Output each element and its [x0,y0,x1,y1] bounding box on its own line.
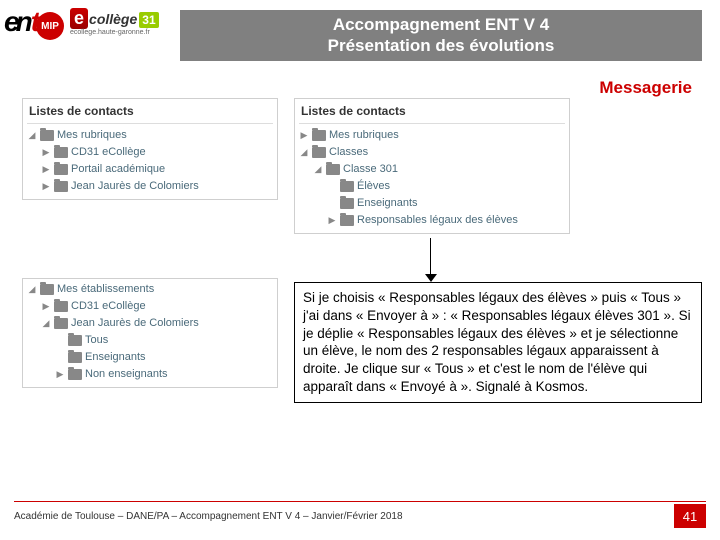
folder-icon [312,147,326,158]
tree-label: Non enseignants [85,367,168,382]
tree-label: Responsables légaux des élèves [357,213,518,228]
tree-row: ◢ Classes [299,144,565,161]
tree-row: Élèves [299,178,565,195]
arrow-down-icon [425,274,437,282]
expand-icon: ◢ [313,162,323,177]
tree-row: ▶ Non enseignants [27,366,273,383]
footer-text: Académie de Toulouse – DANE/PA – Accompa… [14,511,403,522]
title-line2: Présentation des évolutions [200,35,682,56]
ec-subtitle: ecollege.haute-garonne.fr [70,29,159,36]
section-subtitle: Messagerie [599,78,692,98]
tree-label: Enseignants [357,196,418,211]
folder-icon [40,130,54,141]
tree-row: Enseignants [27,349,273,366]
slide: e n t MIP e collège 31 ecollege.haute-ga… [0,0,720,540]
tree-list: ▶ Mes rubriques ◢ Classes ◢ Classe 301 Élèves E… [299,127,565,229]
tree-label: Classe 301 [343,162,398,177]
tree-row: ▶ Mes rubriques [299,127,565,144]
tree-row: ◢ Mes établissements [27,281,273,298]
expand-icon: ◢ [41,316,51,331]
logo-area: e n t MIP e collège 31 ecollege.haute-ga… [4,4,159,40]
mip-badge: MIP [36,12,64,40]
folder-icon [68,335,82,346]
tree-row: ▶ Responsables légaux des élèves [299,212,565,229]
ecollege-logo: e collège 31 ecollege.haute-garonne.fr [70,8,159,36]
folder-icon [54,301,68,312]
tree-row: ◢ Classe 301 [299,161,565,178]
tree-label: CD31 eCollège [71,299,146,314]
contacts-panel-1: Listes de contacts ◢ Mes rubriques ▶ CD31 e… [22,98,278,200]
tree-row: ▶ Jean Jaurès de Colomiers [27,178,273,195]
page-number: 41 [674,504,706,528]
panel-header: Listes de contacts [299,101,565,124]
tree-row: ▶ CD31 eCollège [27,144,273,161]
tree-label: Mes établissements [57,282,154,297]
contacts-panel-2: Listes de contacts ▶ Mes rubriques ◢ Classe… [294,98,570,234]
folder-icon [326,164,340,175]
tree-list: ◢ Mes établissements ▶ CD31 eCollège ◢ Jean J… [27,281,273,383]
tree-label: Enseignants [85,350,146,365]
connector-line [430,238,431,276]
ec-31: 31 [139,12,158,28]
expand-icon: ▶ [41,299,51,314]
folder-icon [68,369,82,380]
tree-row: ▶ Portail académique [27,161,273,178]
tree-row: Tous [27,332,273,349]
folder-icon [312,130,326,141]
contacts-panel-3: ◢ Mes établissements ▶ CD31 eCollège ◢ Jean J… [22,278,278,388]
expand-icon: ◢ [299,145,309,160]
expand-icon: ▶ [41,162,51,177]
tree-label: Élèves [357,179,390,194]
folder-icon [340,215,354,226]
tree-label: Tous [85,333,108,348]
expand-icon: ▶ [327,213,337,228]
tree-label: Jean Jaurès de Colomiers [71,179,199,194]
tree-label: Classes [329,145,368,160]
tree-row: ▶ CD31 eCollège [27,298,273,315]
ent-logo: e n t [4,6,40,38]
folder-icon [340,181,354,192]
tree-list: ◢ Mes rubriques ▶ CD31 eCollège ▶ Portail aca… [27,127,273,195]
expand-icon: ▶ [299,128,309,143]
tree-label: Mes rubriques [329,128,399,143]
title-bar: Accompagnement ENT V 4 Présentation des … [180,10,702,61]
panel-header: Listes de contacts [27,101,273,124]
folder-icon [54,318,68,329]
ec-e: e [70,8,88,29]
folder-icon [54,181,68,192]
expand-icon: ◢ [27,128,37,143]
tree-label: Mes rubriques [57,128,127,143]
expand-icon: ▶ [55,367,65,382]
tree-row: ◢ Mes rubriques [27,127,273,144]
tree-row: ◢ Jean Jaurès de Colomiers [27,315,273,332]
expand-icon: ▶ [41,145,51,160]
folder-icon [40,284,54,295]
tree-row: Enseignants [299,195,565,212]
tree-label: Jean Jaurès de Colomiers [71,316,199,331]
explanation-text: Si je choisis « Responsables légaux des … [294,282,702,403]
footer-divider [14,501,706,502]
expand-icon: ◢ [27,282,37,297]
tree-label: Portail académique [71,162,165,177]
folder-icon [340,198,354,209]
folder-icon [54,164,68,175]
title-line1: Accompagnement ENT V 4 [200,14,682,35]
folder-icon [68,352,82,363]
expand-icon: ▶ [41,179,51,194]
folder-icon [54,147,68,158]
tree-label: CD31 eCollège [71,145,146,160]
ec-college: collège [89,11,137,27]
